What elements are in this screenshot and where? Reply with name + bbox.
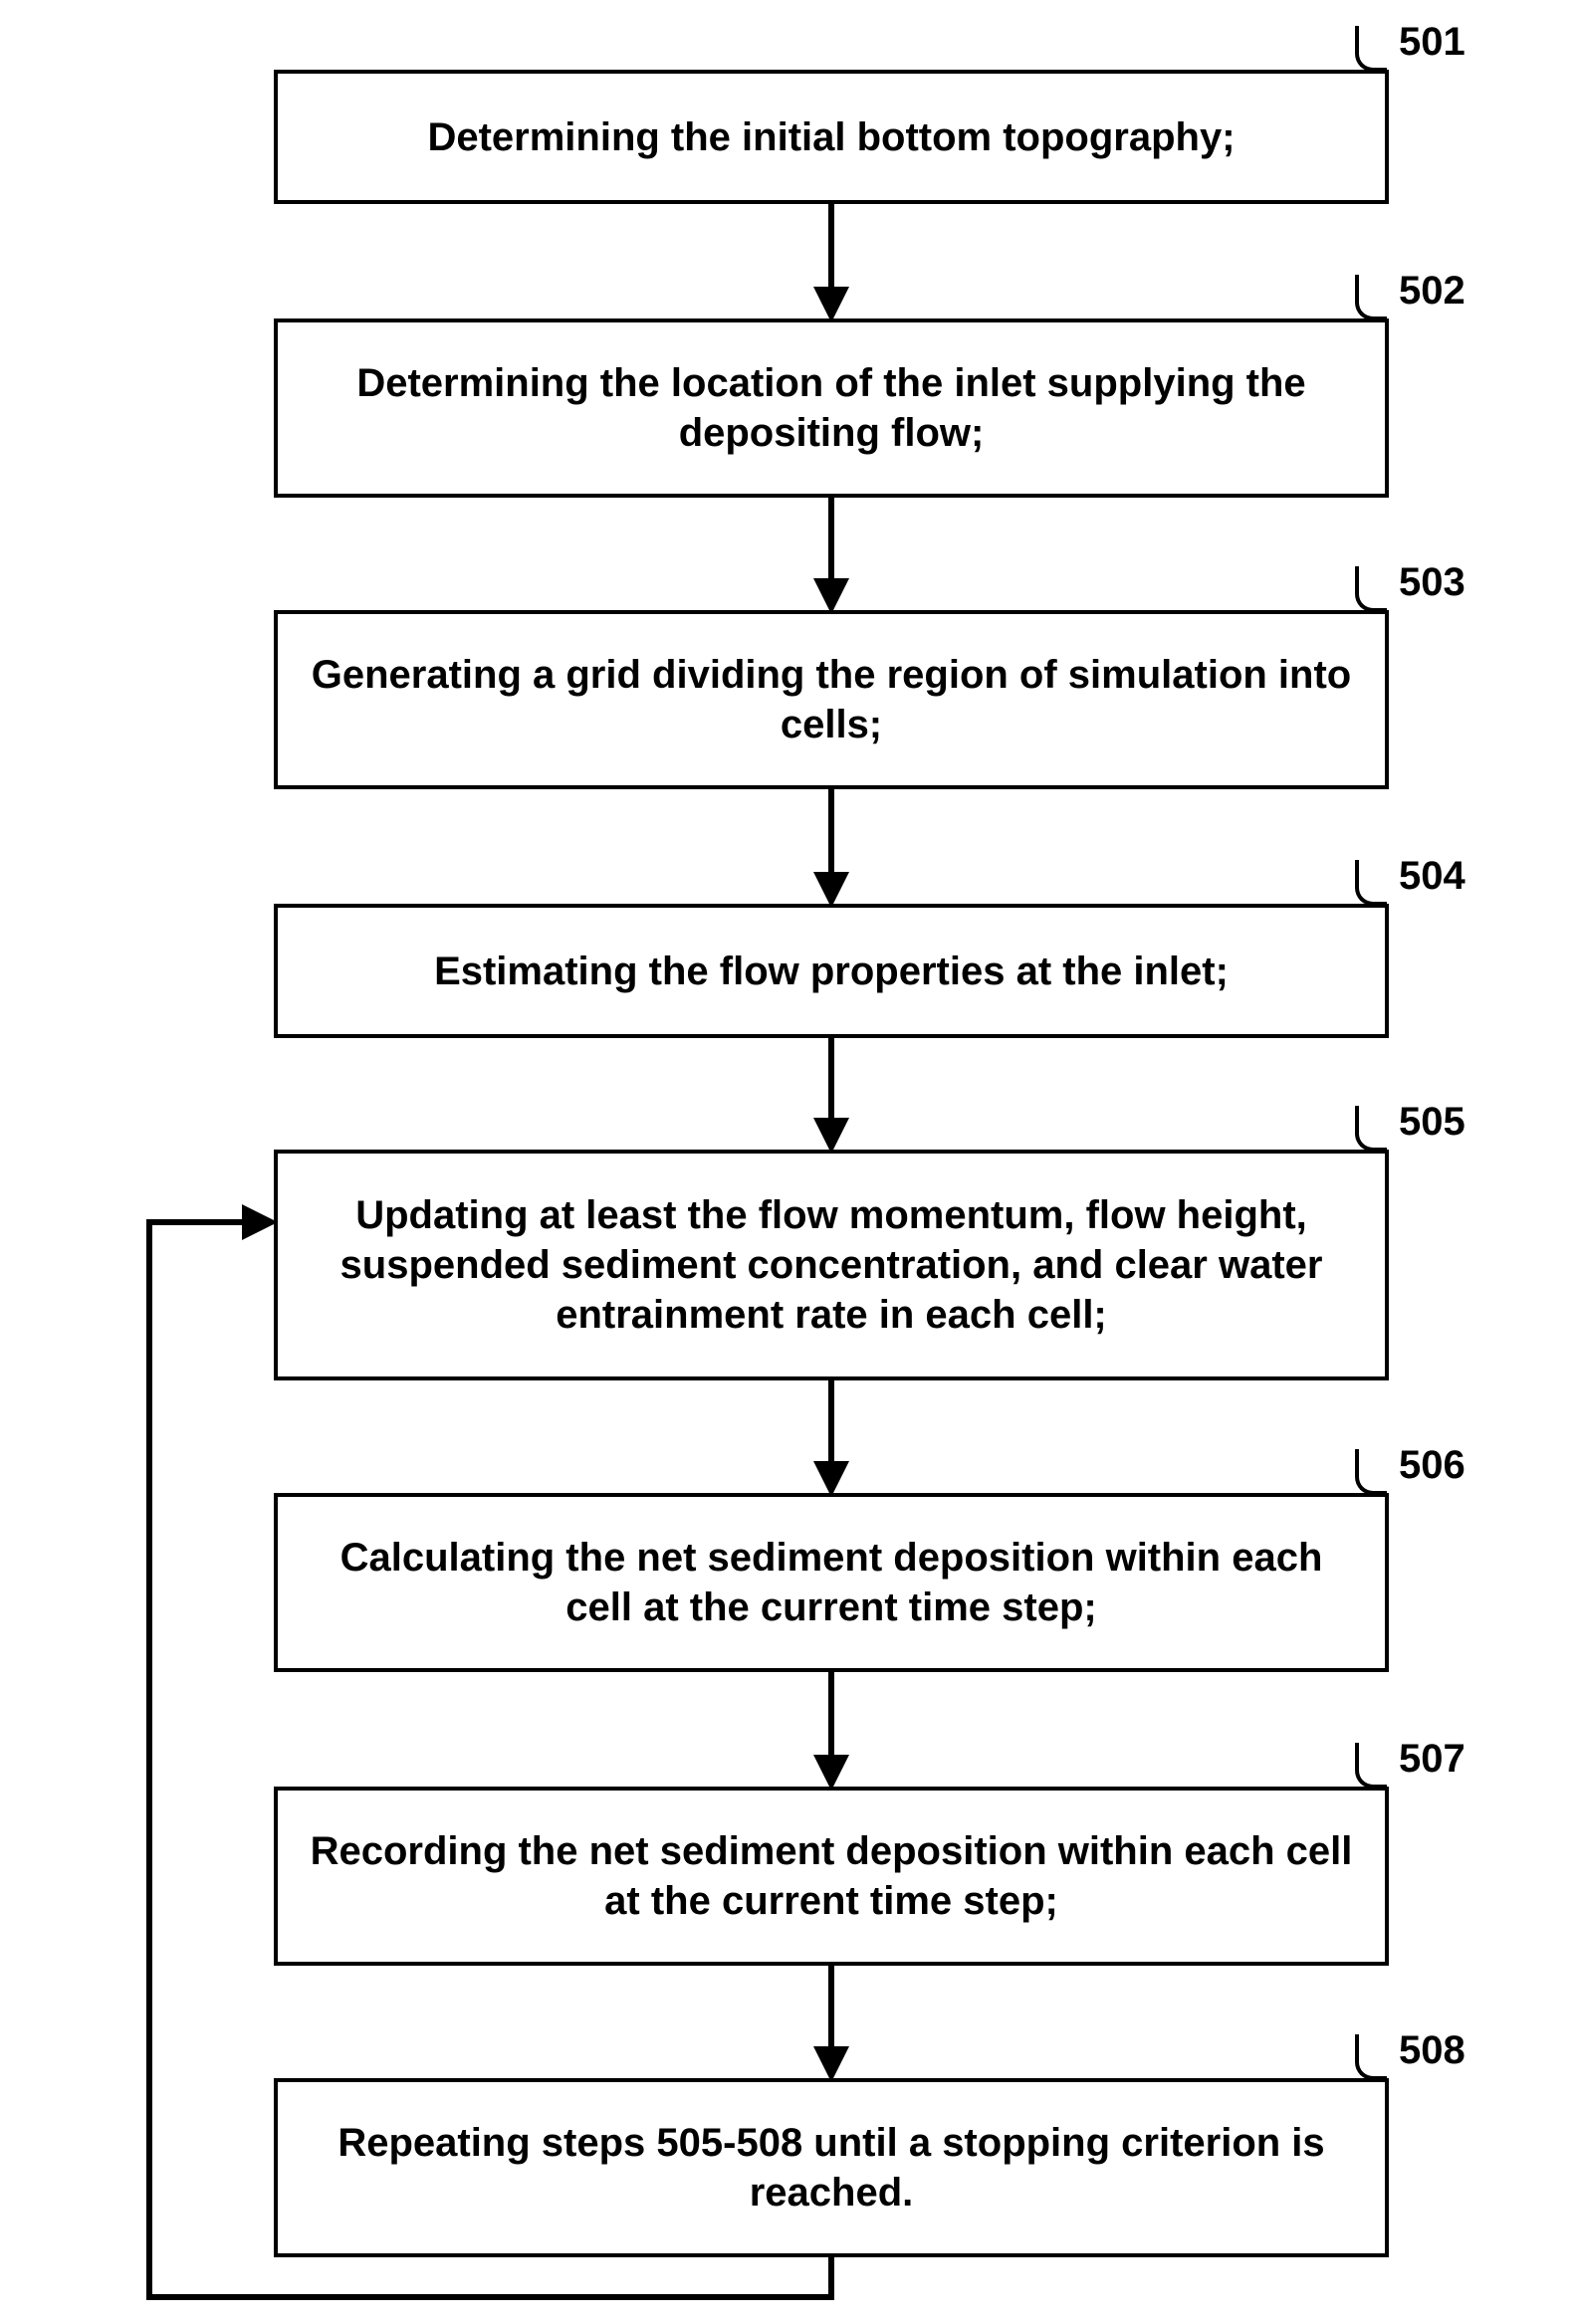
flow-label-text: 502 (1399, 269, 1465, 313)
flow-node-n508: Repeating steps 505-508 until a stopping… (274, 2078, 1389, 2257)
flow-node-n506: Calculating the net sediment deposition … (274, 1493, 1389, 1672)
label-hook-icon (1355, 1106, 1387, 1152)
flow-node-text: Determining the location of the inlet su… (306, 358, 1357, 458)
flow-node-n503: Generating a grid dividing the region of… (274, 610, 1389, 789)
flow-node-text: Repeating steps 505-508 until a stopping… (306, 2118, 1357, 2218)
label-hook-icon (1355, 860, 1387, 906)
label-hook-icon (1355, 2034, 1387, 2080)
label-hook-icon (1355, 275, 1387, 320)
flow-label-text: 505 (1399, 1100, 1465, 1144)
label-hook-icon (1355, 1449, 1387, 1495)
flow-label-507: 507 (1399, 1737, 1465, 1782)
flow-node-text: Generating a grid dividing the region of… (306, 650, 1357, 749)
flow-node-n505: Updating at least the flow momentum, flo… (274, 1150, 1389, 1380)
flow-label-504: 504 (1399, 854, 1465, 899)
label-hook-icon (1355, 26, 1387, 72)
flow-label-text: 504 (1399, 854, 1465, 898)
flow-label-505: 505 (1399, 1100, 1465, 1145)
flow-node-text: Updating at least the flow momentum, flo… (306, 1190, 1357, 1340)
flow-label-503: 503 (1399, 560, 1465, 605)
flow-node-text: Determining the initial bottom topograph… (427, 112, 1235, 162)
flow-label-508: 508 (1399, 2028, 1465, 2073)
flow-node-n507: Recording the net sediment deposition wi… (274, 1787, 1389, 1966)
flow-node-n501: Determining the initial bottom topograph… (274, 70, 1389, 204)
flow-label-text: 507 (1399, 1737, 1465, 1781)
label-hook-icon (1355, 1743, 1387, 1789)
flow-node-n502: Determining the location of the inlet su… (274, 318, 1389, 498)
flow-node-text: Calculating the net sediment deposition … (306, 1533, 1357, 1632)
flow-label-501: 501 (1399, 20, 1465, 65)
label-hook-icon (1355, 566, 1387, 612)
flow-label-text: 508 (1399, 2028, 1465, 2072)
flow-label-506: 506 (1399, 1443, 1465, 1488)
flow-label-502: 502 (1399, 269, 1465, 314)
flow-node-text: Estimating the flow properties at the in… (434, 947, 1229, 996)
flow-label-text: 503 (1399, 560, 1465, 604)
flow-label-text: 501 (1399, 20, 1465, 64)
flow-node-text: Recording the net sediment deposition wi… (306, 1826, 1357, 1926)
flow-node-n504: Estimating the flow properties at the in… (274, 904, 1389, 1038)
flow-label-text: 506 (1399, 1443, 1465, 1487)
